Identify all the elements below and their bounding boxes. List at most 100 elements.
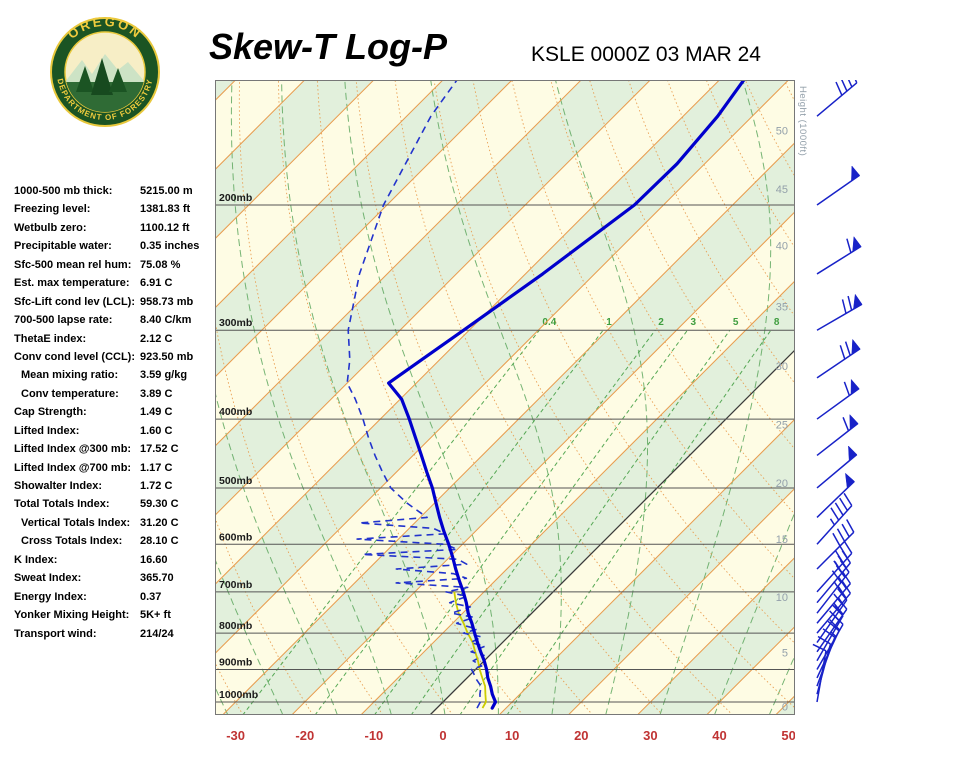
pressure-label: 1000mb: [219, 689, 258, 701]
stat-value: 1381.83 ft: [140, 203, 191, 216]
mixing-ratio-label: 1: [606, 317, 612, 328]
temp-tick-label: -10: [365, 728, 384, 743]
stat-row: Sweat Index: 365.70: [14, 572, 226, 590]
stat-value: 8.40 C/km: [140, 314, 192, 327]
wind-barb-panel: Height (1000ft): [797, 80, 863, 703]
stat-label: Freezing level:: [14, 203, 91, 216]
temp-tick-label: 30: [643, 728, 657, 743]
pressure-labels: 200mb 300mb 400mb 500mb 600mb 700mb 800mb 900mb…: [219, 192, 258, 701]
temp-axis-labels: -30 -20 -10 0 10 20 30 40 50: [226, 728, 795, 743]
stat-label: Total Totals Index:: [14, 498, 110, 511]
stat-row: Freezing level: 1381.83 ft: [14, 203, 226, 221]
height-scale: 0 5 10 15 20 25 30 35 40 45 50: [776, 125, 788, 713]
height-label: 35: [776, 302, 788, 314]
wind-barb-shaft: [816, 552, 853, 593]
height-axis-title: Height (1000ft): [797, 86, 808, 156]
stat-value: 28.10 C: [140, 535, 179, 548]
stat-row: Est. max temperature: 6.91 C: [14, 277, 226, 295]
height-label: 10: [776, 592, 788, 604]
height-label: 50: [776, 125, 788, 137]
wind-barb-full: [843, 492, 853, 506]
indices-panel: 1000-500 mb thick: 5215.00 m Freezing leve…: [14, 185, 226, 646]
stat-label: Sfc-500 mean rel hum:: [14, 258, 132, 271]
height-label: 15: [776, 534, 788, 546]
stat-value: 16.60: [140, 553, 168, 566]
height-label: 45: [776, 184, 788, 196]
stat-row: Yonker Mixing Height: 5K+ ft: [14, 609, 226, 627]
stat-value: 5K+ ft: [140, 609, 171, 622]
wind-barb-full: [832, 604, 844, 617]
tree-icon: [109, 68, 127, 92]
stat-row: Energy Index: 0.37: [14, 591, 226, 609]
stat-value: 1.49 C: [140, 406, 173, 419]
wind-barb-full: [839, 345, 846, 360]
stat-label: Lifted Index:: [14, 424, 80, 437]
stat-label: Conv temperature:: [21, 387, 119, 400]
plot-area: 0.4 1 2 3 5 8200mb300mb400mb500mb600mb700mb80…: [215, 80, 795, 715]
wind-barb-full: [834, 550, 844, 564]
stat-row: Conv cond level (CCL): 923.50 mb: [14, 351, 226, 369]
wind-barb-full: [835, 81, 843, 96]
stat-label: Lifted Index @300 mb:: [14, 443, 132, 456]
mixing-ratio-labels: 0.4 1 2 3 5 8: [542, 317, 780, 328]
mixing-ratio-label: 3: [691, 317, 697, 328]
wind-barb-full: [846, 238, 852, 253]
stat-label: Est. max temperature:: [14, 277, 130, 290]
stat-value: 6.91 C: [140, 277, 173, 290]
pressure-label: 300mb: [219, 317, 252, 329]
wind-barb-pennant: [848, 445, 858, 462]
wind-barb-shaft: [816, 624, 844, 670]
stat-label: Conv cond level (CCL):: [14, 350, 136, 363]
stat-label: Cross Totals Index:: [21, 535, 123, 548]
stat-label: Yonker Mixing Height:: [14, 609, 130, 622]
wind-barb-shaft: [816, 82, 858, 117]
wind-barb-shaft: [816, 615, 844, 662]
stat-label: Vertical Totals Index:: [21, 516, 131, 529]
wind-barb-full: [847, 295, 853, 311]
wind-barb-full: [842, 417, 850, 432]
stat-value: 0.37: [140, 590, 162, 603]
wind-barb-half: [834, 561, 840, 569]
stat-row: Cross Totals Index: 28.10 C: [14, 535, 226, 553]
stat-value: 31.20 C: [140, 516, 179, 529]
wind-barb-full: [839, 545, 849, 559]
wind-barb-shaft: [816, 599, 848, 644]
stat-row: Precipitable water: 0.35 inches: [14, 240, 226, 258]
wind-barb-full: [843, 540, 853, 554]
stat-label: ThetaE index:: [14, 332, 87, 345]
dewpoint-trace: [346, 80, 486, 709]
wind-barb-shaft: [816, 531, 855, 570]
mixing-ratio-label: 0.4: [542, 317, 556, 328]
stat-label: Sweat Index:: [14, 572, 82, 585]
pressure-label: 700mb: [219, 579, 252, 591]
stat-value: 958.73 mb: [140, 295, 194, 308]
pressure-label: 500mb: [219, 475, 252, 487]
height-label: 30: [776, 361, 788, 373]
stat-row: Transport wind: 214/24: [14, 628, 226, 646]
mixing-ratio-label: 5: [733, 317, 739, 328]
pressure-label: 400mb: [219, 406, 252, 418]
stat-row: Mean mixing ratio: 3.59 g/kg: [14, 369, 226, 387]
station-datetime: KSLE 0000Z 03 MAR 24: [531, 43, 761, 66]
wind-barbs: [812, 80, 863, 703]
stat-label: Showalter Index:: [14, 480, 103, 492]
stat-value: 923.50 mb: [140, 350, 194, 363]
wind-barb-half: [834, 604, 840, 612]
mixing-ratio-label: 2: [658, 317, 664, 328]
stat-row: Conv temperature: 3.89 C: [14, 388, 226, 406]
pressure-lines: [215, 204, 795, 703]
wind-barb-full: [843, 381, 851, 396]
page-title: Skew-T Log-P: [209, 26, 448, 67]
stat-row: Cap Strength: 1.49 C: [14, 406, 226, 424]
stat-label: Cap Strength:: [14, 406, 87, 419]
stat-value: 0.35 inches: [140, 240, 200, 253]
stat-label: Sfc-Lift cond lev (LCL):: [14, 295, 135, 308]
tree-icon: [91, 58, 113, 95]
wind-barb-full: [839, 497, 849, 511]
wind-barb-full: [836, 528, 846, 542]
temp-tick-label: -20: [295, 728, 314, 743]
height-label: 0: [782, 702, 788, 714]
wind-barb-shaft: [816, 583, 851, 624]
stat-row: ThetaE index: 2.12 C: [14, 333, 226, 351]
wind-barb-full: [841, 523, 850, 538]
